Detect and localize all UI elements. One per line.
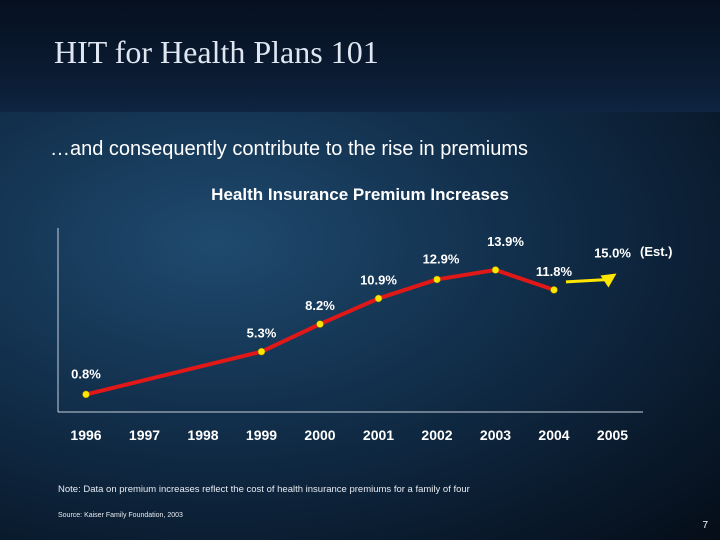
- data-label: 8.2%: [305, 298, 335, 313]
- x-tick-label: 2003: [480, 427, 511, 443]
- data-label: 13.9%: [487, 234, 524, 249]
- estimate-arrow-shaft: [565, 278, 609, 284]
- data-point: [316, 320, 324, 328]
- x-tick-label: 2005: [597, 427, 628, 443]
- page-number: 7: [702, 520, 708, 531]
- data-label: 5.3%: [247, 326, 277, 341]
- data-label: 12.9%: [423, 251, 460, 266]
- source-citation: Source: Kaiser Family Foundation, 2003: [58, 512, 183, 519]
- series-line: [85, 267, 555, 397]
- x-tick-label: 2000: [304, 427, 335, 443]
- x-tick-label: 1996: [70, 427, 101, 443]
- x-tick-label: 2002: [421, 427, 452, 443]
- data-point: [374, 294, 383, 303]
- estimate-label: 15.0%: [594, 246, 631, 261]
- data-point: [491, 266, 500, 274]
- data-point: [433, 275, 441, 284]
- estimate-note: (Est.): [640, 244, 673, 259]
- x-tick-label: 1999: [246, 427, 277, 443]
- data-point: [82, 390, 90, 399]
- data-label: 11.8%: [536, 264, 573, 279]
- estimate-arrow-head: [600, 273, 617, 288]
- x-tick-label: 2001: [363, 427, 394, 443]
- x-tick-label: 2004: [538, 427, 569, 443]
- chart-title: Health Insurance Premium Increases: [211, 185, 509, 204]
- x-tick-label: 1997: [129, 427, 160, 443]
- data-label: 10.9%: [360, 272, 397, 287]
- header-band: [0, 0, 720, 112]
- data-label: 0.8%: [71, 366, 101, 381]
- footnote: Note: Data on premium increases reflect …: [58, 484, 470, 495]
- slide-title: HIT for Health Plans 101: [54, 34, 379, 70]
- data-point: [257, 347, 266, 356]
- x-tick-label: 1998: [187, 427, 218, 443]
- data-point: [550, 286, 558, 294]
- slide-subtitle: …and consequently contribute to the rise…: [50, 138, 529, 160]
